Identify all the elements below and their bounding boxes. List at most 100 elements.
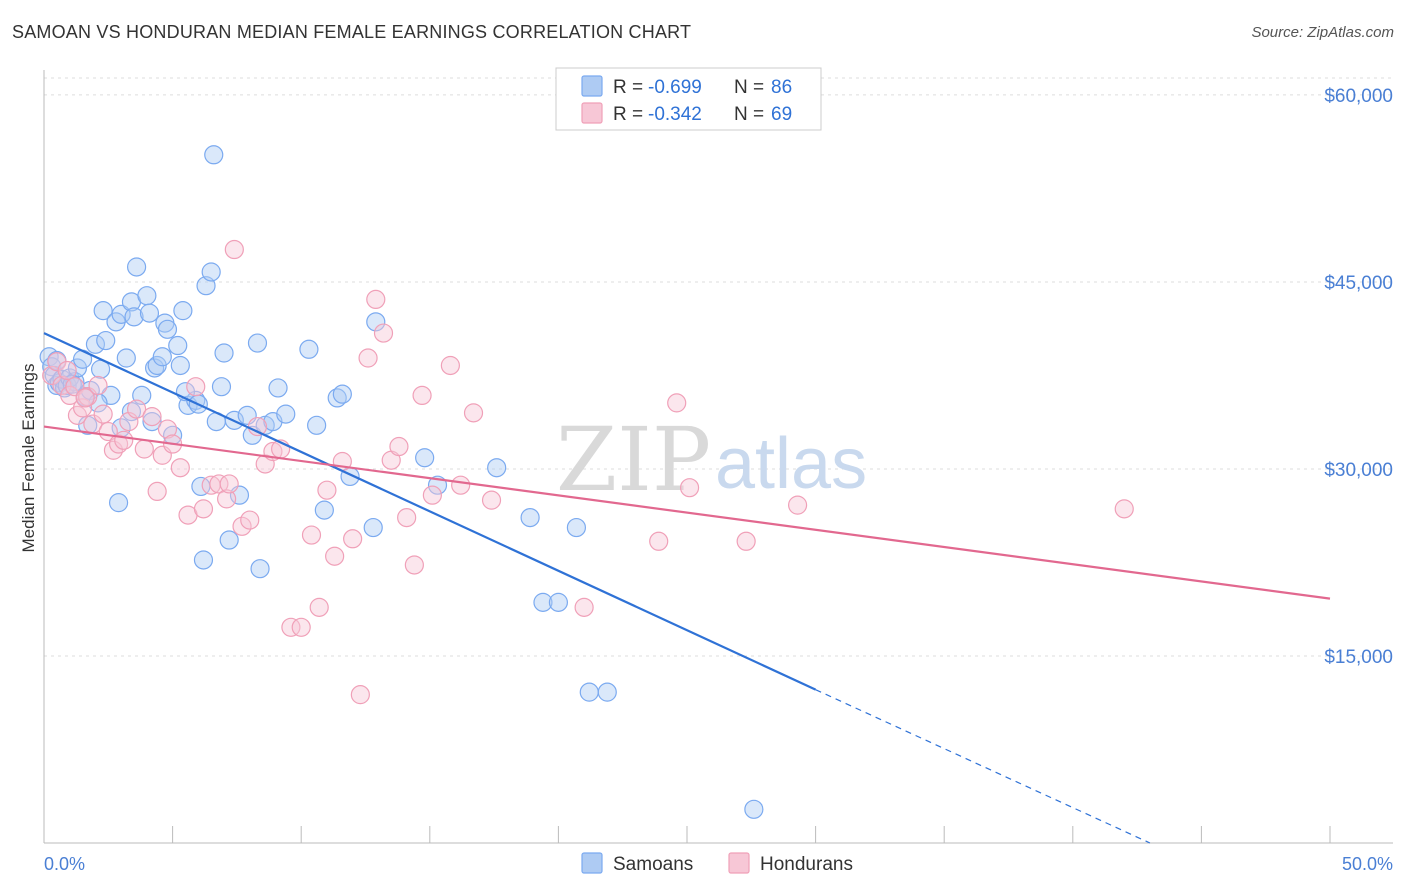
honduran-point	[75, 388, 95, 408]
honduran-point	[126, 399, 147, 419]
honduran-point	[404, 555, 424, 575]
honduran-point	[240, 510, 260, 530]
bottom-legend-label-hondurans: Hondurans	[760, 854, 853, 875]
samoan-point	[363, 517, 383, 538]
legend-box: R = -0.699 N = 86 R = -0.342 N = 69	[555, 67, 822, 131]
samoan-trend-extension	[815, 689, 1151, 844]
honduran-point	[736, 531, 756, 551]
samoan-point	[307, 415, 327, 435]
honduran-point	[481, 490, 502, 510]
honduran-point	[114, 430, 134, 450]
legend-swatch-hondurans	[581, 102, 603, 124]
y-tick-label: $45,000	[1324, 273, 1393, 294]
legend-r-label-hondurans: R =	[613, 104, 643, 125]
honduran-point	[373, 323, 394, 343]
y-tick-labels: $15,000 $30,000 $45,000 $60,000	[1324, 86, 1393, 668]
samoan-point	[152, 347, 172, 367]
legend-n-label-hondurans: N =	[734, 104, 764, 125]
honduran-point	[103, 440, 124, 460]
honduran-point	[358, 348, 378, 368]
y-tick-label: $15,000	[1324, 647, 1393, 668]
legend-n-value-hondurans: 69	[771, 104, 792, 125]
y-axis-label: Median Female Earnings	[19, 364, 38, 553]
watermark-atlas: atlas	[715, 424, 867, 504]
honduran-point	[343, 529, 363, 549]
samoan-point	[247, 333, 268, 353]
honduran-point	[93, 404, 113, 424]
bottom-legend-swatch-hondurans	[728, 852, 750, 874]
honduran-point	[317, 480, 337, 500]
honduran-point	[170, 458, 190, 478]
samoan-point	[548, 592, 569, 612]
honduran-point	[193, 499, 214, 519]
bottom-legend-swatch-samoans	[581, 852, 603, 874]
honduran-point	[412, 385, 432, 406]
honduran-point	[57, 360, 77, 381]
legend-r-value-samoans: -0.699	[648, 77, 702, 98]
honduran-point	[232, 516, 252, 536]
bottom-legend-label-samoans: Samoans	[613, 854, 693, 875]
watermark-zip: ZIP	[556, 408, 711, 511]
honduran-point	[350, 685, 370, 705]
samoan-point	[168, 335, 188, 356]
samoan-point	[327, 388, 347, 408]
samoan-point	[137, 286, 157, 306]
honduran-point	[440, 355, 460, 376]
honduran-point	[281, 617, 301, 637]
samoan-point	[204, 145, 224, 165]
samoan-point	[299, 339, 319, 359]
honduran-trend-line	[43, 425, 1331, 600]
bottom-legend: Samoans Hondurans	[581, 852, 853, 875]
honduran-point	[88, 375, 108, 396]
samoan-point	[144, 358, 165, 378]
honduran-point	[1114, 499, 1134, 519]
samoan-point	[415, 448, 435, 468]
x-tick-label-min: 0.0%	[44, 854, 85, 874]
honduran-point	[667, 393, 687, 413]
samoan-point	[142, 411, 162, 432]
honduran-point	[157, 419, 178, 439]
samoan-point	[170, 355, 190, 376]
samoan-point	[597, 682, 617, 702]
honduran-point	[389, 436, 409, 457]
samoan-point	[157, 319, 178, 339]
honduran-point	[309, 597, 329, 617]
honduran-point	[325, 546, 345, 566]
samoan-point	[93, 301, 113, 321]
legend-n-label-samoans: N =	[734, 77, 764, 98]
trend-lines	[43, 332, 1331, 844]
legend-r-label-samoans: R =	[613, 77, 643, 98]
honduran-point	[574, 597, 594, 617]
honduran-point	[209, 474, 229, 494]
chart-title: SAMOAN VS HONDURAN MEDIAN FEMALE EARNING…	[12, 22, 692, 42]
samoan-point	[126, 257, 147, 277]
honduran-point	[451, 475, 471, 495]
samoan-point	[487, 458, 507, 478]
samoan-point	[116, 348, 136, 368]
samoan-trend-line	[43, 332, 817, 691]
samoan-point	[533, 592, 553, 612]
honduran-point	[787, 495, 808, 515]
samoan-point	[250, 559, 270, 579]
honduran-point	[422, 485, 442, 505]
samoan-point	[139, 303, 160, 323]
honduran-point	[366, 289, 386, 310]
honduran-point	[291, 617, 311, 637]
honduran-point	[463, 403, 484, 423]
honduran-point	[301, 525, 322, 545]
honduran-point	[217, 489, 237, 509]
samoan-point	[96, 330, 116, 351]
honduran-point	[397, 507, 417, 528]
honduran-point	[679, 478, 700, 498]
honduran-point	[224, 239, 244, 260]
samoan-point	[108, 493, 129, 513]
samoan-point	[314, 500, 334, 520]
legend-swatch-samoans	[581, 75, 603, 97]
honduran-point	[649, 531, 669, 551]
source-label: Source: ZipAtlas.com	[1251, 24, 1394, 41]
samoan-point	[276, 404, 296, 424]
samoan-point	[579, 682, 599, 702]
y-tick-label: $60,000	[1324, 86, 1393, 107]
samoan-point	[219, 530, 239, 550]
honduran-point	[186, 377, 206, 397]
